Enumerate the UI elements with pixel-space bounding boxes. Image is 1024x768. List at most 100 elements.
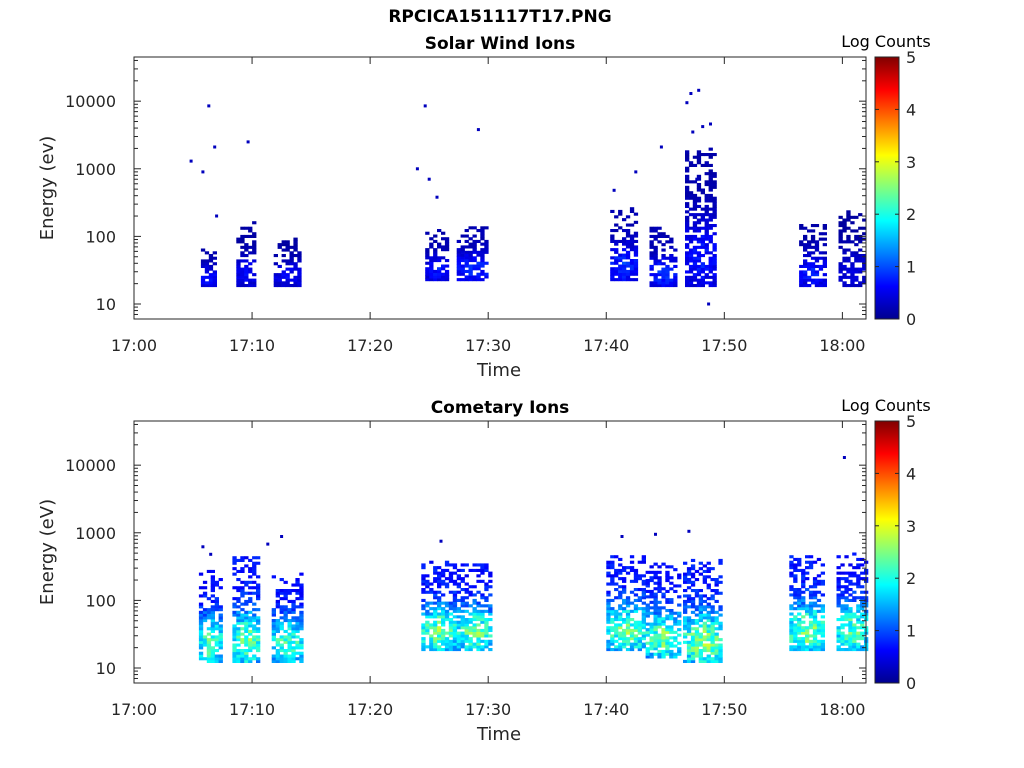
count-cell <box>637 628 642 632</box>
count-cell <box>840 593 845 597</box>
count-cell <box>488 612 493 616</box>
count-cell <box>218 632 223 636</box>
count-cell <box>844 618 849 622</box>
count-cell <box>248 580 253 584</box>
count-cell <box>625 609 631 613</box>
count-cell <box>472 248 477 252</box>
count-cell <box>645 652 650 656</box>
count-cell <box>820 609 825 613</box>
count-cell <box>801 579 806 583</box>
count-cell <box>688 275 694 279</box>
count-cell <box>248 638 253 642</box>
count-cell <box>468 618 473 622</box>
count-cell <box>840 615 845 619</box>
count-cell <box>198 602 204 606</box>
count-cell <box>692 284 698 288</box>
cometary-panel: Cometary Ions 17:00 17:10 17:20 17:30 17:40 1… <box>37 396 931 745</box>
count-cell <box>812 642 818 646</box>
count-cell <box>244 243 249 247</box>
count-cell <box>464 234 469 238</box>
count-cell <box>476 590 481 594</box>
count-cell <box>850 278 855 282</box>
count-cell <box>694 605 700 609</box>
count-cell <box>464 259 469 263</box>
count-cell <box>685 259 690 263</box>
count-cell <box>441 248 446 252</box>
count-cell <box>484 623 489 627</box>
count-cell <box>840 631 845 635</box>
count-cell <box>236 267 241 271</box>
count-cell <box>614 634 619 638</box>
count-cell <box>718 580 723 584</box>
y-tick-label: 100 <box>85 591 116 610</box>
count-cell <box>214 602 219 606</box>
count-cell <box>464 264 469 268</box>
count-cell <box>686 605 692 609</box>
count-cell <box>793 557 798 561</box>
count-cell <box>653 254 658 258</box>
count-cell <box>641 574 646 578</box>
count-cell <box>484 620 489 624</box>
count-cell <box>456 239 461 243</box>
count-cell <box>669 278 674 282</box>
count-cell <box>700 284 705 288</box>
count-cell <box>694 578 700 582</box>
count-cell <box>299 659 304 663</box>
count-cell <box>840 585 845 589</box>
count-cell <box>673 622 678 626</box>
count-cell <box>704 243 709 247</box>
count-cell <box>452 563 458 567</box>
count-cell <box>464 590 469 594</box>
count-cell <box>814 264 820 268</box>
count-cell <box>686 632 692 636</box>
count-cell <box>468 626 473 630</box>
count-cell <box>248 632 253 636</box>
count-cell <box>852 626 857 630</box>
count-cell <box>456 259 461 263</box>
count-cell <box>641 582 646 586</box>
count-cell <box>198 643 204 647</box>
count-cell <box>708 153 713 157</box>
count-cell <box>425 590 430 594</box>
count-cell <box>677 595 682 599</box>
count-cell <box>452 598 458 602</box>
count-cell <box>797 596 802 600</box>
count-cell <box>441 648 446 652</box>
count-cell <box>429 590 434 594</box>
count-cell <box>437 579 442 583</box>
count-cell <box>452 639 458 643</box>
count-cell <box>480 612 485 616</box>
count-cell <box>694 640 700 644</box>
count-cell <box>456 256 461 260</box>
count-cell <box>252 619 257 623</box>
count-cell <box>683 635 688 639</box>
count-cell <box>244 657 249 661</box>
count-cell <box>683 608 688 612</box>
count-cell <box>812 626 818 630</box>
count-cell <box>848 623 853 627</box>
count-cell <box>285 243 290 247</box>
count-cell <box>240 254 245 258</box>
count-cell <box>665 570 670 574</box>
count-cell <box>291 605 296 609</box>
count-cell <box>289 270 294 274</box>
count-cell <box>704 210 709 214</box>
count-cell <box>846 248 851 252</box>
colorbar-tick-label: 5 <box>906 48 916 67</box>
count-cell <box>810 245 816 249</box>
count-cell <box>665 576 670 580</box>
count-cell <box>822 262 827 266</box>
count-cell <box>610 612 615 616</box>
count-cell <box>633 626 639 630</box>
count-cell <box>472 278 477 282</box>
count-cell <box>706 635 711 639</box>
count-cell <box>236 262 241 266</box>
count-cell <box>198 654 204 658</box>
count-cell <box>657 636 662 640</box>
count-cell <box>421 588 426 592</box>
count-cell <box>807 264 812 268</box>
count-cell <box>814 270 820 274</box>
count-cell <box>299 627 304 631</box>
count-cell <box>236 621 241 625</box>
count-cell <box>437 585 442 589</box>
